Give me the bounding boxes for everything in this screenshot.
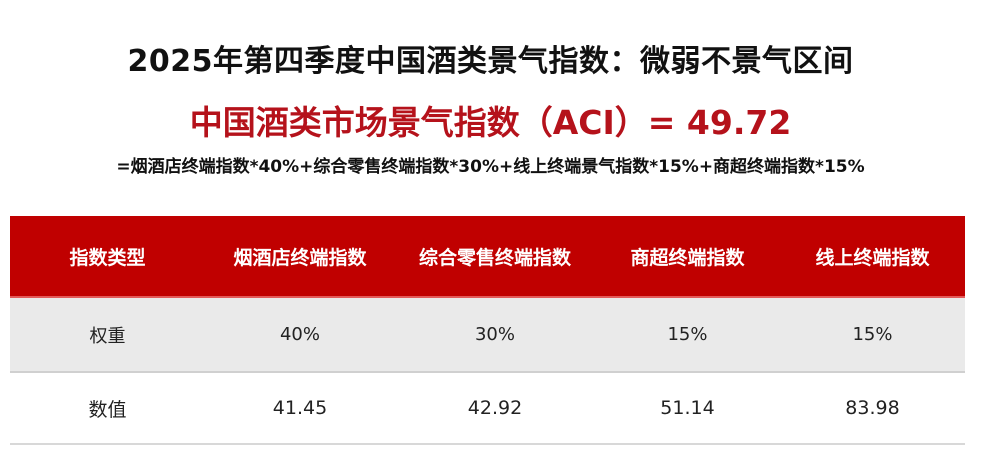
table-cell: 83.98 [845,397,900,419]
table-header-row: 指数类型 烟酒店终端指数 综合零售终端指数 商超终端指数 线上终端指数 [10,216,965,296]
table-row-weight: 权重 40% 30% 15% 15% [10,296,965,371]
header-cell: 综合零售终端指数 [418,246,571,269]
aci-formula: =烟酒店终端指数*40%+综合零售终端指数*30%+线上终端景气指数*15%+商… [116,157,865,177]
table-cell: 41.45 [272,397,328,419]
table-cell: 42.92 [467,397,523,419]
header-cell: 线上终端指数 [815,246,930,269]
table-cell: 51.14 [660,397,715,419]
row-label: 数值 [88,398,127,421]
table-cell: 15% [852,324,893,345]
table-cell: 15% [667,324,708,345]
table-row-value: 数值 41.45 42.92 51.14 83.98 [10,371,965,445]
aci-headline: 中国酒类市场景气指数（ACI）= 49.72 [189,103,792,142]
header-cell: 烟酒店终端指数 [233,246,367,269]
header-cell: 指数类型 [69,246,146,269]
table-cell: 30% [474,324,515,345]
index-table: 指数类型 烟酒店终端指数 综合零售终端指数 商超终端指数 线上终端指数 权重 4… [10,216,965,445]
page-title: 2025年第四季度中国酒类景气指数：微弱不景气区间 [127,44,854,79]
header-cell: 商超终端指数 [630,246,745,269]
row-label: 权重 [89,325,126,347]
table-cell: 40% [279,324,320,345]
